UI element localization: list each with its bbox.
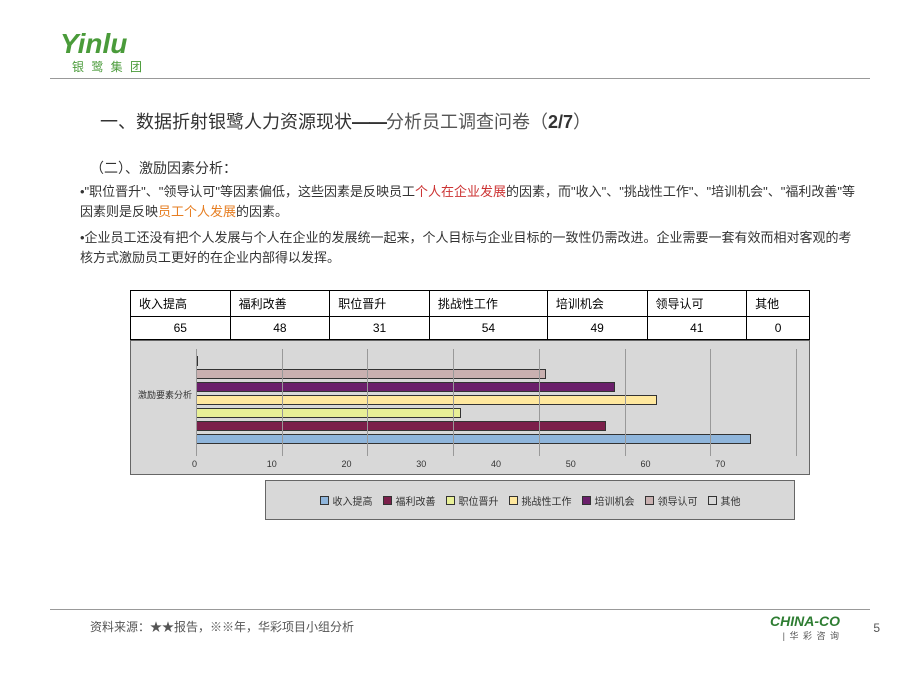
bars-container — [196, 356, 794, 456]
grid-line — [796, 349, 797, 456]
legend-item: 挑战性工作 — [509, 493, 572, 508]
th-1: 福利改善 — [230, 291, 330, 317]
legend-item: 领导认可 — [645, 493, 698, 508]
grid-line — [282, 349, 283, 456]
bar-row — [196, 395, 794, 405]
th-0: 收入提高 — [131, 291, 231, 317]
legend-label: 领导认可 — [658, 493, 698, 508]
tv-4: 49 — [547, 317, 647, 340]
th-6: 其他 — [747, 291, 810, 317]
grid-line — [196, 349, 197, 456]
grid-line — [367, 349, 368, 456]
th-4: 培训机会 — [547, 291, 647, 317]
x-tick: 10 — [271, 459, 346, 471]
x-tick: 20 — [346, 459, 421, 471]
tv-3: 54 — [429, 317, 547, 340]
legend-label: 福利改善 — [396, 493, 436, 508]
x-tick: 70 — [719, 459, 794, 471]
grid-line — [453, 349, 454, 456]
bar-chart: 激励要素分析 010203040506070 — [130, 340, 810, 475]
data-table: 收入提高 福利改善 职位晋升 挑战性工作 培训机会 领导认可 其他 65 48 … — [130, 290, 810, 340]
table-value-row: 65 48 31 54 49 41 0 — [131, 317, 810, 340]
bar-row — [196, 421, 794, 431]
bar-row — [196, 382, 794, 392]
logo-main: Yinlu — [60, 28, 127, 60]
legend-item: 职位晋升 — [446, 493, 499, 508]
page-number: 5 — [873, 621, 880, 635]
bar-row — [196, 356, 794, 366]
x-axis: 010203040506070 — [196, 459, 794, 471]
tv-6: 0 — [747, 317, 810, 340]
bar-fill — [196, 434, 751, 444]
p1-red2: 员工个人发展 — [158, 204, 236, 219]
bar-fill — [196, 395, 657, 405]
x-tick: 30 — [420, 459, 495, 471]
grid-line — [539, 349, 540, 456]
logo-sub: 银 鹭 集 团 — [72, 58, 144, 75]
tv-0: 65 — [131, 317, 231, 340]
subtitle: （二）、激励因素分析： — [90, 158, 237, 178]
p1-red1: 个人在企业发展 — [415, 184, 506, 199]
legend-swatch — [582, 496, 591, 505]
bar-fill — [196, 421, 606, 431]
legend-swatch — [320, 496, 329, 505]
bar-row — [196, 434, 794, 444]
chart-y-label: 激励要素分析 — [138, 391, 192, 401]
bar-fill — [196, 369, 546, 379]
legend-item: 培训机会 — [582, 493, 635, 508]
legend-swatch — [383, 496, 392, 505]
p1-c: 的因素。 — [236, 204, 288, 219]
bar-row — [196, 408, 794, 418]
legend-label: 挑战性工作 — [522, 493, 572, 508]
x-tick: 40 — [495, 459, 570, 471]
legend-swatch — [645, 496, 654, 505]
bottom-logo-sub: | 华 彩 咨 询 — [770, 629, 840, 642]
footer-divider — [50, 609, 870, 610]
table-header-row: 收入提高 福利改善 职位晋升 挑战性工作 培训机会 领导认可 其他 — [131, 291, 810, 317]
legend-swatch — [708, 496, 717, 505]
bar-fill — [196, 382, 615, 392]
title-num: 2/7 — [548, 112, 573, 132]
title-dash: —— — [352, 112, 386, 132]
x-tick: 0 — [196, 459, 271, 471]
legend-swatch — [509, 496, 518, 505]
grid-line — [625, 349, 626, 456]
paragraph-2: •企业员工还没有把个人发展与个人在企业的发展统一起来，个人目标与企业目标的一致性… — [80, 228, 860, 267]
tv-5: 41 — [647, 317, 747, 340]
tv-2: 31 — [330, 317, 430, 340]
legend-item: 收入提高 — [320, 493, 373, 508]
source-text: 资料来源：★★报告，※※年，华彩项目小组分析 — [90, 618, 354, 635]
legend-label: 其他 — [721, 493, 741, 508]
x-tick: 50 — [570, 459, 645, 471]
title-suffix: 分析员工调查问卷（ — [386, 112, 548, 132]
grid-line — [710, 349, 711, 456]
legend-item: 其他 — [708, 493, 741, 508]
p1-a: •"职位晋升"、"领导认可"等因素偏低，这些因素是反映员工 — [80, 184, 415, 199]
chart-legend: 收入提高 福利改善 职位晋升 挑战性工作 培训机会 领导认可 其他 — [265, 480, 795, 520]
bar-fill — [196, 408, 461, 418]
page-title: 一、数据折射银鹭人力资源现状——分析员工调查问卷（2/7） — [100, 108, 591, 134]
title-prefix: 一、数据折射银鹭人力资源现状 — [100, 112, 352, 132]
paragraph-1: •"职位晋升"、"领导认可"等因素偏低，这些因素是反映员工个人在企业发展的因素，… — [80, 182, 860, 221]
legend-label: 收入提高 — [333, 493, 373, 508]
title-close: ） — [573, 112, 591, 132]
legend-label: 职位晋升 — [459, 493, 499, 508]
legend-item: 福利改善 — [383, 493, 436, 508]
bar-row — [196, 369, 794, 379]
bottom-logo-main: CHINA-CO — [770, 613, 840, 629]
legend-swatch — [446, 496, 455, 505]
th-2: 职位晋升 — [330, 291, 430, 317]
header-divider — [50, 78, 870, 79]
legend-label: 培训机会 — [595, 493, 635, 508]
th-3: 挑战性工作 — [429, 291, 547, 317]
x-tick: 60 — [645, 459, 720, 471]
th-5: 领导认可 — [647, 291, 747, 317]
tv-1: 48 — [230, 317, 330, 340]
bottom-logo: CHINA-CO | 华 彩 咨 询 — [770, 613, 840, 642]
